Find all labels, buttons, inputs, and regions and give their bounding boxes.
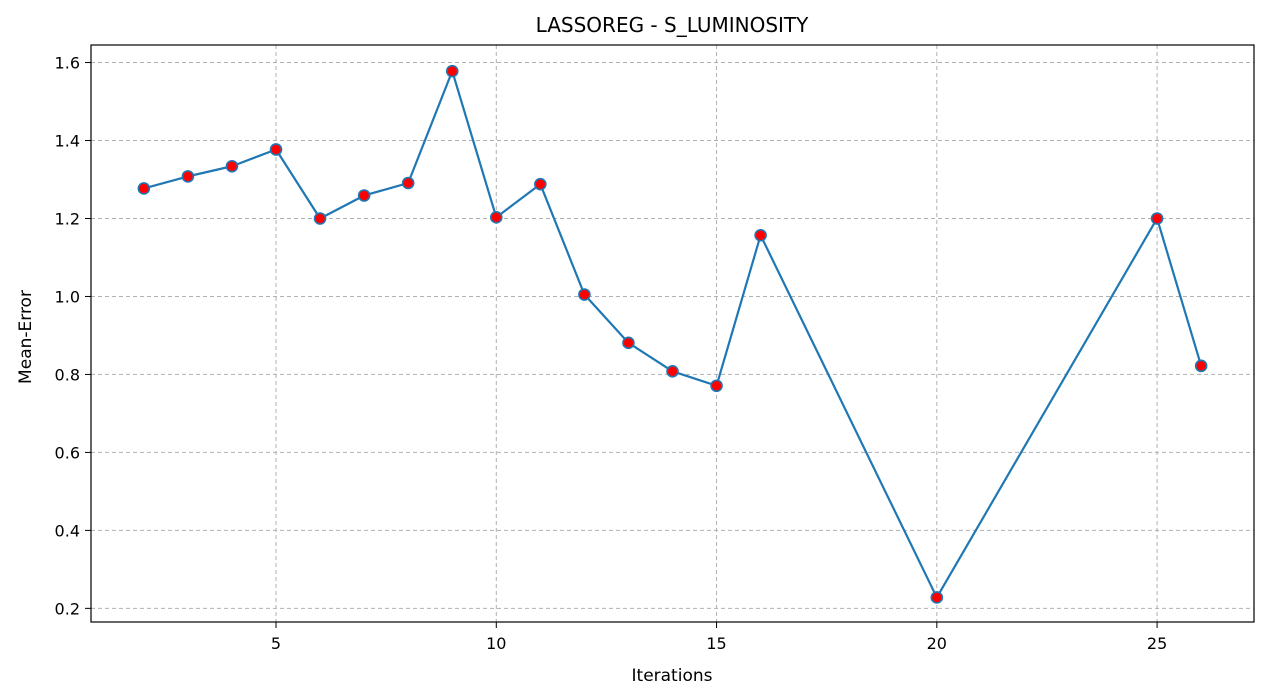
data-point-17 xyxy=(1194,359,1208,373)
data-point-6 xyxy=(401,176,415,190)
plot-frame xyxy=(90,44,1255,623)
data-point-16 xyxy=(1150,212,1164,225)
x-tick-label-0: 5 xyxy=(271,634,281,653)
data-point-15 xyxy=(930,591,944,604)
y-tick-label-0: 0.2 xyxy=(55,599,80,618)
data-point-10 xyxy=(578,288,591,301)
data-point-8 xyxy=(489,211,503,224)
x-tick-label-2: 15 xyxy=(706,634,726,653)
data-point-14 xyxy=(754,228,767,242)
data-point-11 xyxy=(622,336,635,350)
data-point-5 xyxy=(357,189,371,202)
grid-lines xyxy=(91,45,1254,622)
data-point-4 xyxy=(313,212,327,225)
y-tick-label-7: 1.6 xyxy=(55,54,80,73)
x-tick-label-3: 20 xyxy=(927,634,947,653)
y-tick-label-1: 0.4 xyxy=(55,521,80,540)
y-tick-label-6: 1.4 xyxy=(55,132,80,151)
x-tick-label-4: 25 xyxy=(1147,634,1167,653)
chart-title: LASSOREG - S_LUMINOSITY xyxy=(536,13,810,37)
y-tick-label-3: 0.8 xyxy=(55,365,80,384)
data-point-3 xyxy=(269,143,283,156)
data-point-13 xyxy=(710,379,723,393)
y-tick-label-2: 0.6 xyxy=(55,443,80,462)
data-point-1 xyxy=(181,170,195,183)
x-axis-label: Iterations xyxy=(632,666,713,686)
data-point-2 xyxy=(225,159,239,173)
axes: 5 10 15 20 25 0.2 0.4 0.6 0.8 1.0 1.2 1.4 1.6 xyxy=(55,44,1255,653)
y-tick-label-4: 1.0 xyxy=(55,287,80,306)
y-axis-label: Mean-Error xyxy=(16,290,36,384)
series-line-0 xyxy=(143,70,1203,599)
y-tick-label-5: 1.2 xyxy=(55,209,80,228)
data-point-12 xyxy=(666,365,679,378)
data-point-0 xyxy=(137,182,151,195)
series-layer xyxy=(137,64,1208,604)
data-point-9 xyxy=(534,177,547,191)
data-point-7 xyxy=(445,64,459,78)
x-tick-label-1: 10 xyxy=(486,634,506,653)
